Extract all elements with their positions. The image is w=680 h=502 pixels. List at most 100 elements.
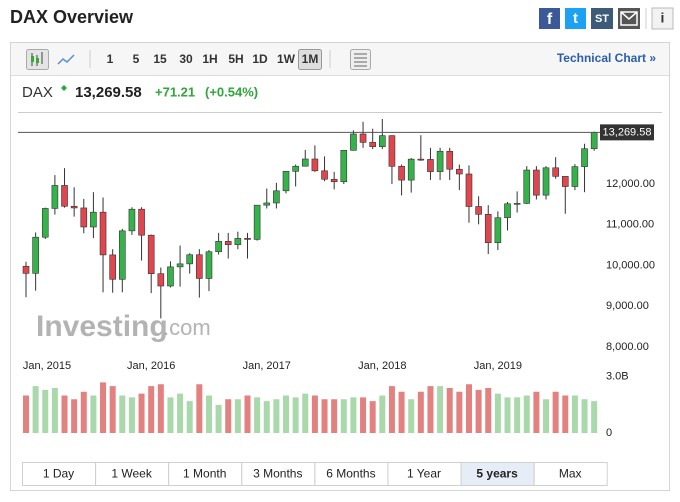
twitter-glyph: t (573, 10, 578, 27)
volume-bar (437, 386, 444, 433)
frame (10, 42, 670, 491)
interval[interactable]: 1 (107, 52, 114, 66)
volume-bar (32, 386, 39, 433)
candle-body (398, 165, 405, 181)
volume-bar (128, 397, 135, 433)
candle-body (484, 213, 492, 243)
stocktwits-glyph: ST (595, 13, 609, 25)
line-icon[interactable] (57, 54, 75, 65)
candle-body (542, 167, 550, 196)
volume-bar (100, 382, 107, 433)
title: DAX Overview (10, 7, 134, 27)
range-tab-label[interactable]: 6 Months (326, 467, 375, 481)
candle-body (359, 133, 367, 143)
range-tab-label[interactable]: 1 Week (111, 467, 152, 481)
volume-bar (157, 384, 164, 433)
candle-body (61, 185, 68, 207)
volume-bar (186, 401, 193, 433)
interval-selected[interactable] (298, 49, 322, 70)
range-tab-label[interactable]: 1 Year (407, 467, 441, 481)
candle-body (215, 241, 222, 253)
volume-bar (138, 393, 145, 433)
volume-bar (254, 397, 261, 433)
volume-bar (485, 388, 492, 433)
candle-body (340, 150, 348, 183)
x-tick-label: Jan, 2019 (474, 360, 522, 372)
candle-body (533, 169, 540, 196)
candle-body (51, 185, 59, 209)
interval[interactable]: 1M (302, 52, 319, 66)
volume-bar (321, 399, 328, 433)
volume-bar (311, 395, 318, 433)
candle-body (590, 132, 598, 150)
volume-bar (196, 384, 203, 433)
volume-bar (523, 395, 530, 433)
interval[interactable]: 30 (179, 52, 193, 66)
candle-body (41, 208, 49, 238)
candle-body (70, 205, 78, 209)
candle-body (571, 166, 579, 187)
candle-body (513, 203, 521, 205)
interval[interactable]: 15 (153, 52, 167, 66)
volume-bar (504, 397, 511, 433)
interval-group: 1 5 15 30 1H 5H 1D 1W 1M (107, 49, 322, 70)
watermark-suffix: .com (163, 315, 211, 340)
candle-body (22, 265, 30, 274)
twitter-icon[interactable] (565, 8, 586, 29)
facebook-icon[interactable] (539, 8, 560, 29)
candle-body (581, 148, 588, 167)
quote-change-pct: (+0.54%) (205, 84, 258, 99)
volume-bar (23, 395, 29, 433)
volume-bar (331, 399, 338, 433)
candle-body (311, 158, 319, 172)
technical-chart-link[interactable]: Technical Chart » (557, 51, 656, 65)
volume-bar (360, 397, 367, 433)
range-tab-label[interactable]: 3 Months (253, 467, 302, 481)
quote-price: 13,269.58 (75, 84, 142, 101)
volume-bar (514, 397, 521, 433)
candle-body (147, 234, 155, 274)
volume-bar (42, 389, 49, 433)
candle-body (138, 208, 145, 236)
candle-body (99, 211, 107, 256)
candle-body (446, 150, 454, 170)
range-tab-label[interactable]: 1 Month (183, 467, 226, 481)
candle-body (176, 263, 184, 268)
volume-bar (119, 395, 126, 433)
volume-bar (591, 401, 598, 433)
candle-body (128, 208, 136, 232)
candle-body (494, 217, 502, 243)
candle-body (523, 169, 531, 204)
volume-bar (90, 395, 97, 433)
up-indicator (61, 85, 67, 91)
interval[interactable]: 1W (277, 52, 296, 66)
candle-body (301, 158, 309, 167)
candle-body (427, 159, 434, 172)
info-icon[interactable] (651, 7, 674, 30)
volume-bar (148, 386, 155, 433)
candle-body (119, 230, 126, 280)
range-tab-label[interactable]: 1 Day (43, 467, 74, 481)
candle-body (224, 241, 232, 245)
volume-bar (379, 395, 386, 433)
range-tab[interactable] (533, 462, 608, 486)
y-tick-label: 10,000.00 (606, 259, 655, 271)
range-tab-label[interactable]: Max (559, 467, 582, 481)
volume-bar (494, 393, 501, 433)
toolbar (11, 43, 669, 75)
quote-symbol: DAX (22, 84, 53, 101)
interval[interactable]: 5H (228, 52, 243, 66)
volume-bar (273, 399, 280, 433)
interval[interactable]: 5 (133, 52, 140, 66)
interval[interactable]: 1D (252, 52, 268, 66)
interval[interactable]: 1H (202, 52, 217, 66)
candle-body (263, 202, 271, 206)
stocktwits-icon[interactable] (591, 8, 613, 29)
info-glyph: i (661, 10, 665, 26)
volume-bar (562, 395, 569, 433)
volume-bar (552, 391, 559, 433)
x-tick-label: Jan, 2017 (243, 360, 291, 372)
range-tab-label[interactable]: 5 years (476, 467, 518, 481)
candle-body (552, 167, 559, 177)
